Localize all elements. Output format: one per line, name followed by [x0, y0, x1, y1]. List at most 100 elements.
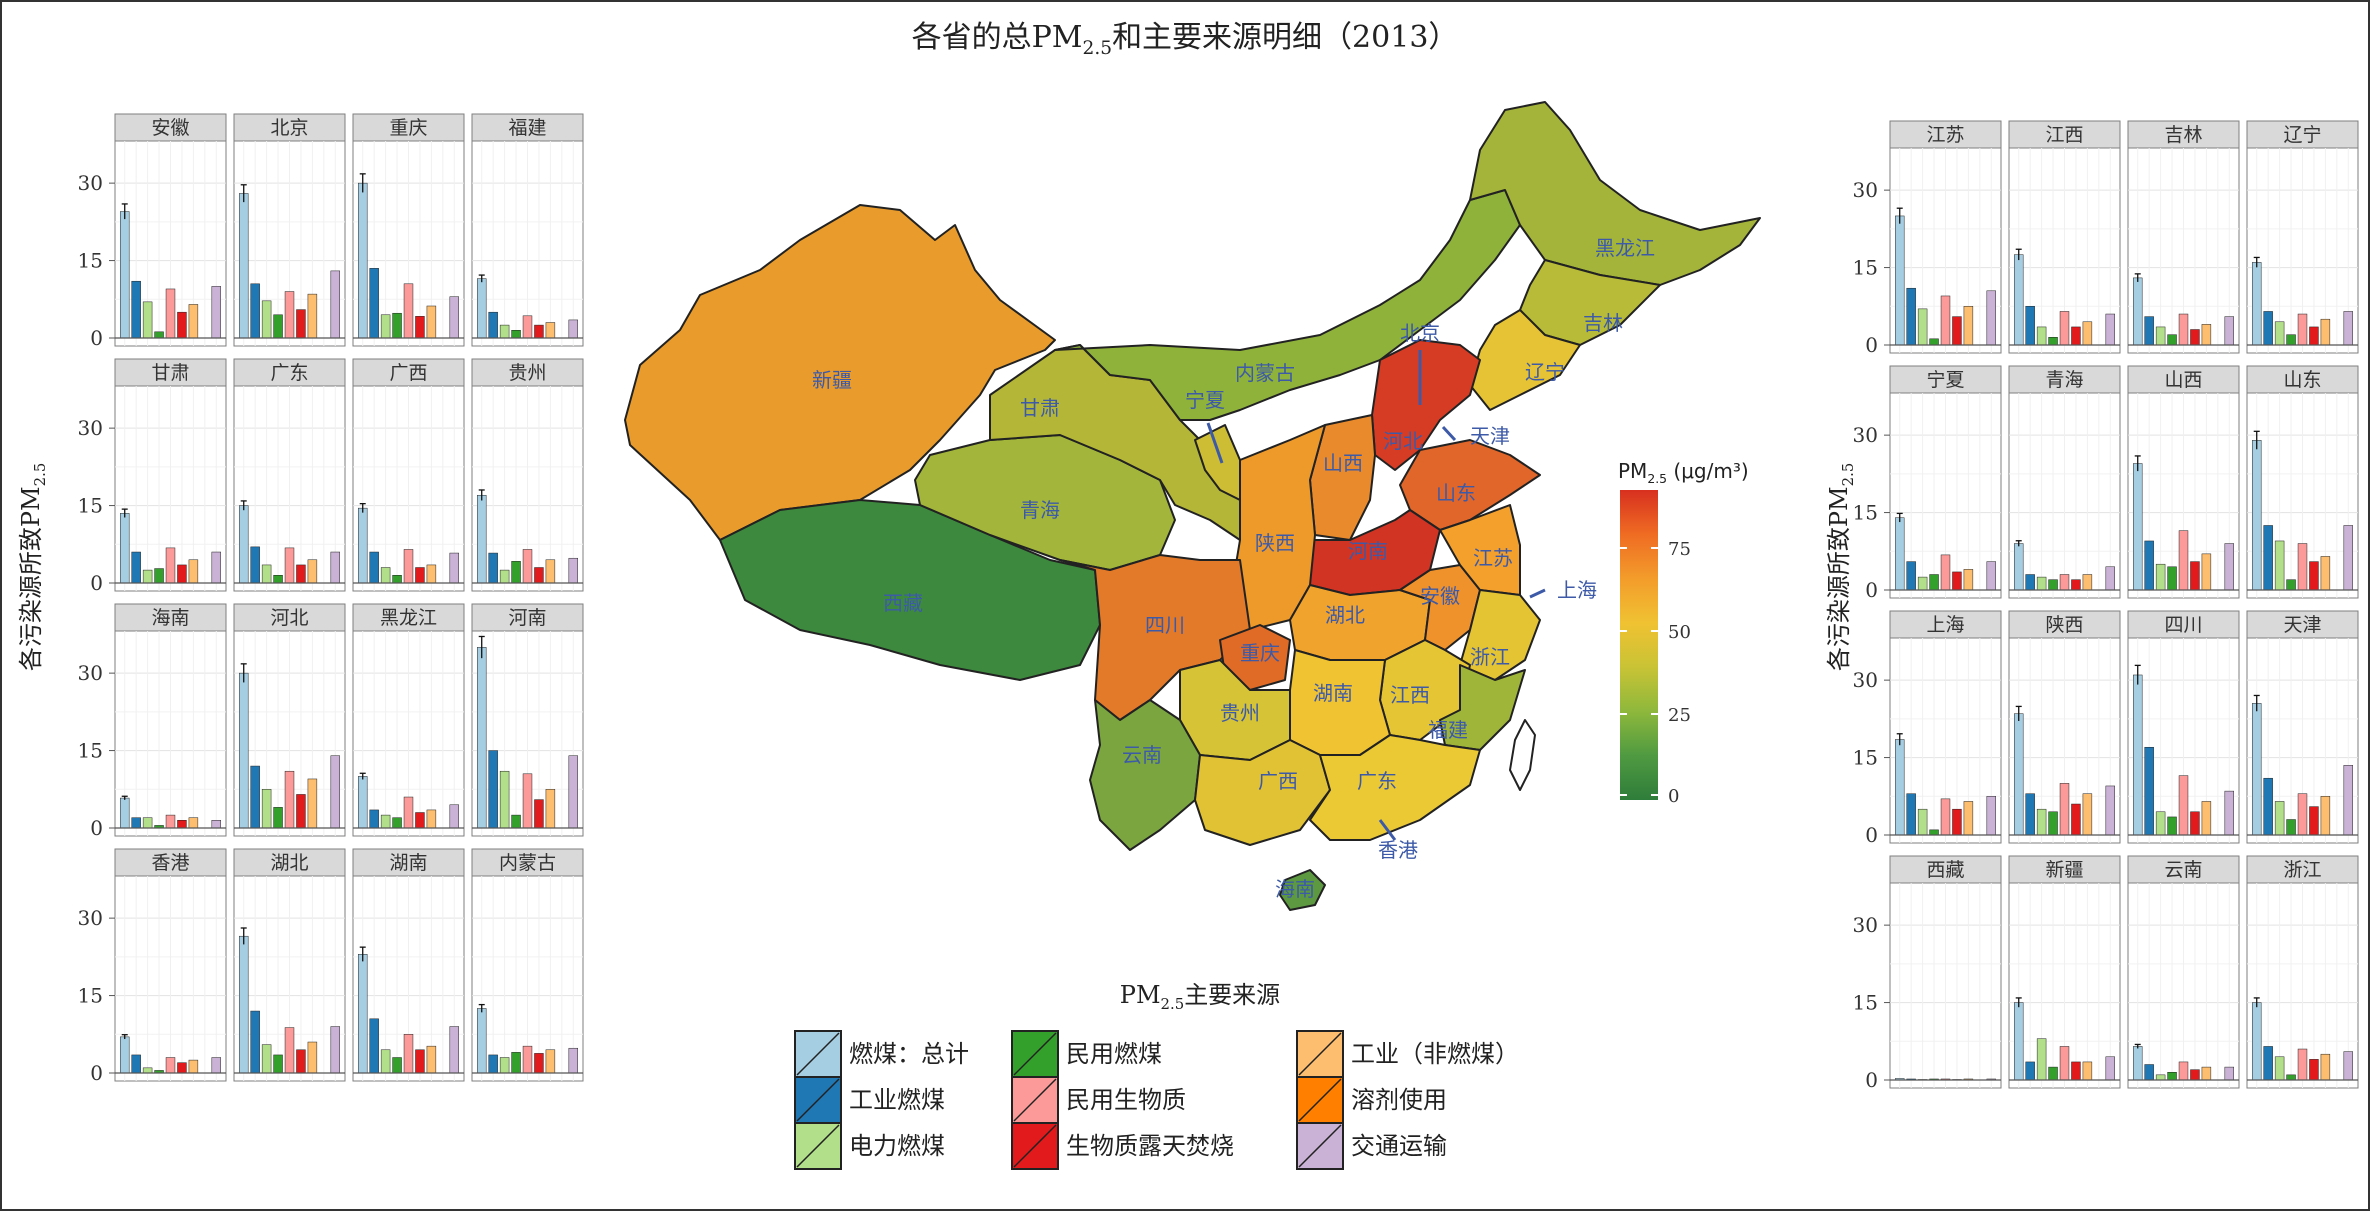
facet-panel-浙江: 浙江 [2246, 855, 2359, 1089]
legend-label: 交通运输 [1351, 1132, 1447, 1160]
facet-strip-label: 广东 [270, 362, 308, 384]
legend-item-溶剂使用: 溶剂使用 [1296, 1076, 1447, 1124]
colorbar-tick-label: 0 [1668, 786, 1679, 807]
legend-swatch-slash [1013, 1078, 1057, 1122]
facet-strip-label: 宁夏 [1926, 369, 1964, 391]
facet-strip [471, 848, 584, 877]
map-label-辽宁: 辽宁 [1525, 360, 1565, 384]
legend-swatch-slash [796, 1078, 840, 1122]
y-tick-label: 15 [1853, 746, 1878, 770]
facet-strip-label: 海南 [151, 607, 189, 629]
facet-strip-label: 湖南 [389, 852, 427, 874]
legend-swatch-slash [1298, 1124, 1342, 1168]
facet-strip-label: 内蒙古 [499, 852, 556, 874]
map-label-海南: 海南 [1275, 877, 1315, 901]
y-tick-label: 15 [1853, 991, 1878, 1015]
legend-swatch-slash [796, 1032, 840, 1076]
legend-item-交通运输: 交通运输 [1296, 1122, 1447, 1170]
map-label-重庆: 重庆 [1240, 641, 1280, 665]
region-ningxia [1194, 424, 1241, 501]
facet-strip [2246, 855, 2359, 884]
facet-panel-四川: 四川 [2127, 610, 2240, 844]
facet-strip [233, 358, 346, 387]
figure-title: 各省的总PM2.5和主要来源明细（2013） [911, 20, 1459, 59]
facet-strip-label: 天津 [2283, 614, 2321, 636]
facet-panel-河北: 河北 [233, 603, 346, 837]
legend-swatch-slash [796, 1124, 840, 1168]
facet-strip [114, 113, 227, 142]
map-callouts [1206, 350, 1546, 841]
y-tick-label: 30 [78, 416, 103, 440]
facet-strip [233, 113, 346, 142]
facet-panel-贵州: 贵州 [471, 358, 584, 592]
facet-panel-天津: 天津 [2246, 610, 2359, 844]
map-label-陕西: 陕西 [1255, 531, 1295, 555]
region-shandong [1399, 439, 1541, 531]
facet-strip [471, 358, 584, 387]
facet-strip-label: 甘肃 [151, 362, 189, 384]
facet-strip [2246, 365, 2359, 394]
legend-label: 燃煤：总计 [849, 1040, 969, 1068]
map-label-江苏: 江苏 [1473, 546, 1513, 570]
facet-panel-江西: 江西 [2008, 120, 2121, 354]
facet-panel-吉林: 吉林 [2127, 120, 2240, 354]
colorbar-tick-label: 25 [1668, 705, 1691, 726]
colorbar-title: PM2.5 (μg/m³) [1618, 459, 1749, 486]
facet-panel-广东: 广东 [233, 358, 346, 592]
map-label-贵州: 贵州 [1220, 701, 1260, 725]
map-label-天津: 天津 [1470, 424, 1510, 448]
facet-strip [2127, 120, 2240, 149]
map-label-河南: 河南 [1348, 539, 1388, 563]
y-tick-label: 30 [1853, 178, 1878, 202]
region-yunnan [1089, 699, 1201, 851]
facet-panel-新疆: 新疆 [2008, 855, 2121, 1089]
callout-hongkong [1378, 819, 1397, 841]
map-label-香港: 香港 [1378, 838, 1418, 862]
facet-strip-label: 湖北 [270, 852, 308, 874]
map-label-云南: 云南 [1122, 743, 1162, 767]
facet-strip-label: 陕西 [2045, 614, 2083, 636]
legend-swatch-slash [1298, 1032, 1342, 1076]
map-label-广东: 广东 [1357, 769, 1397, 793]
facet-strip [2008, 120, 2121, 149]
facet-panel-安徽: 安徽 0 15 30 [78, 113, 227, 350]
legend-label: 生物质露天焚烧 [1066, 1132, 1234, 1160]
map-label-山东: 山东 [1436, 481, 1476, 505]
facet-strip-label: 青海 [2045, 369, 2083, 391]
map-label-浙江: 浙江 [1470, 645, 1510, 669]
facet-strip-label: 重庆 [389, 117, 427, 139]
legend-item-民用燃煤: 民用燃煤 [1011, 1030, 1162, 1078]
facet-strip [2246, 610, 2359, 639]
facet-panel-上海: 上海 0 15 30 [1853, 610, 2002, 847]
facet-panel-内蒙古: 内蒙古 [471, 848, 584, 1082]
facet-panel-山东: 山东 [2246, 365, 2359, 599]
facet-strip [233, 603, 346, 632]
legend-item-生物质露天焚烧: 生物质露天焚烧 [1011, 1122, 1234, 1170]
facet-strip-label: 北京 [270, 117, 308, 139]
region-guangxi [1194, 739, 1331, 846]
facet-strip-label: 河南 [508, 607, 546, 629]
callout-tianjin [1441, 425, 1457, 442]
y-tick-label: 15 [1853, 256, 1878, 280]
facet-panel-江苏: 江苏 0 15 30 [1853, 120, 2002, 357]
region-heilongjiang [1469, 101, 1761, 286]
legend-item-工业（非燃煤）: 工业（非燃煤） [1296, 1030, 1519, 1078]
facet-strip [352, 848, 465, 877]
facet-panel-河南: 河南 [471, 603, 584, 837]
facet-panel-辽宁: 辽宁 [2246, 120, 2359, 354]
facet-strip-label: 安徽 [151, 117, 189, 139]
facet-panel-云南: 云南 [2127, 855, 2240, 1089]
map-label-四川: 四川 [1145, 613, 1185, 637]
y-tick-label: 15 [78, 494, 103, 518]
map-label-湖北: 湖北 [1325, 603, 1365, 627]
legend-swatch-slash [1013, 1124, 1057, 1168]
facet-strip [352, 358, 465, 387]
legend-label: 工业（非燃煤） [1351, 1040, 1519, 1068]
colorbar-tick-label: 75 [1668, 539, 1691, 560]
facet-panel-山西: 山西 [2127, 365, 2240, 599]
map-label-西藏: 西藏 [883, 591, 923, 615]
region-jiangsu [1439, 504, 1521, 596]
legend-item-工业燃煤: 工业燃煤 [794, 1076, 945, 1124]
